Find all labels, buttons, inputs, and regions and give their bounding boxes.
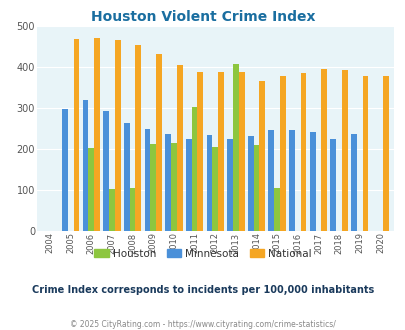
Bar	[227, 139, 232, 231]
Bar	[103, 111, 109, 231]
Bar	[197, 72, 202, 231]
Bar	[247, 137, 253, 231]
Bar	[156, 54, 162, 231]
Bar	[309, 132, 315, 231]
Bar	[217, 72, 223, 231]
Bar	[268, 130, 273, 231]
Legend: Houston, Minnesota, National: Houston, Minnesota, National	[90, 245, 315, 263]
Bar	[124, 122, 129, 231]
Text: © 2025 CityRating.com - https://www.cityrating.com/crime-statistics/: © 2025 CityRating.com - https://www.city…	[70, 320, 335, 329]
Bar	[206, 135, 212, 231]
Bar	[253, 145, 259, 231]
Bar	[185, 139, 191, 231]
Bar	[300, 74, 306, 231]
Bar	[350, 134, 356, 231]
Text: Houston Violent Crime Index: Houston Violent Crime Index	[91, 10, 314, 24]
Bar	[144, 129, 150, 231]
Bar	[238, 72, 244, 231]
Bar	[330, 139, 335, 231]
Bar	[129, 188, 135, 231]
Bar	[232, 64, 238, 231]
Bar	[341, 70, 347, 231]
Bar	[135, 45, 141, 231]
Bar	[94, 38, 100, 231]
Bar	[115, 40, 120, 231]
Bar	[259, 81, 264, 231]
Bar	[362, 76, 367, 231]
Bar	[279, 76, 285, 231]
Bar	[320, 69, 326, 231]
Bar	[62, 109, 68, 231]
Text: Crime Index corresponds to incidents per 100,000 inhabitants: Crime Index corresponds to incidents per…	[32, 285, 373, 295]
Bar	[191, 107, 197, 231]
Bar	[109, 189, 115, 231]
Bar	[88, 148, 94, 231]
Bar	[171, 143, 176, 231]
Bar	[176, 65, 182, 231]
Bar	[82, 100, 88, 231]
Bar	[212, 147, 217, 231]
Bar	[382, 76, 388, 231]
Bar	[288, 130, 294, 231]
Bar	[150, 144, 156, 231]
Bar	[73, 39, 79, 231]
Bar	[165, 134, 171, 231]
Bar	[273, 188, 279, 231]
